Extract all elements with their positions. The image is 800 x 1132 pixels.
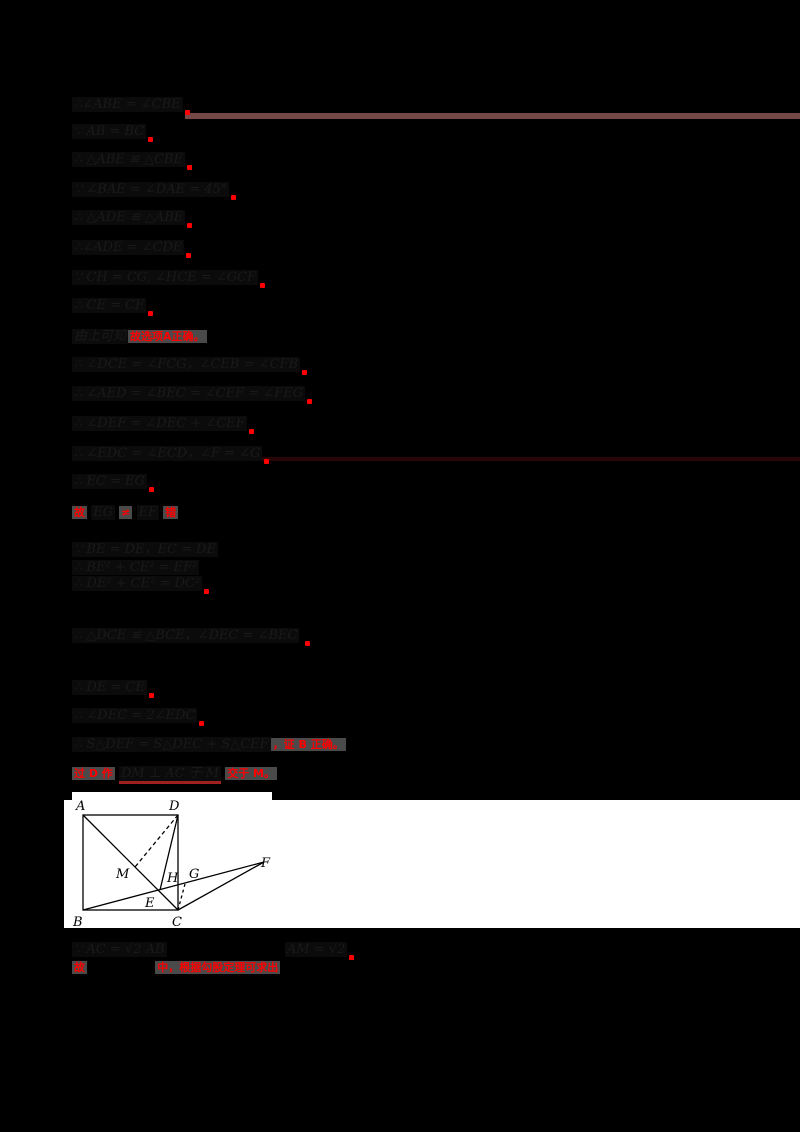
solution-line-22: ∴ S△DEF = S△DEC + S△CEF ，证 B 正确。 <box>72 737 346 752</box>
solution-line-9: 由上可知 故选项A正确。 <box>72 329 207 344</box>
solution-line-14: ∴ EC = EG <box>72 472 154 492</box>
red-marker <box>187 223 193 228</box>
solution-line-24-right: AM = √2 <box>285 940 355 960</box>
dashed-dm <box>134 814 179 868</box>
solution-line-1: ∴∠ABE = ∠CBE <box>72 95 190 115</box>
red-marker <box>349 955 355 960</box>
red-marker <box>186 253 192 258</box>
red-marker <box>307 399 313 404</box>
solution-line-18: ∴ DE² + CE² = DC² <box>72 574 210 594</box>
red-marker <box>248 429 254 434</box>
red-text: 故 <box>72 961 87 974</box>
label-d: D <box>168 799 180 814</box>
red-marker <box>264 459 270 464</box>
conclusion-red-text: ，证 B 正确。 <box>270 738 346 751</box>
solution-line-4: ∵ ∠BAE = ∠DAE = 45° <box>72 180 237 200</box>
label-f: F <box>260 856 271 871</box>
red-marker <box>148 693 154 698</box>
red-marker <box>199 721 205 726</box>
red-marker <box>186 165 192 170</box>
horizontal-rule-top <box>185 113 800 119</box>
dashed-cg <box>177 883 186 911</box>
red-marker <box>231 195 237 200</box>
red-text: ≠ <box>119 506 133 519</box>
red-text: 错 <box>163 506 179 519</box>
figure-background-top <box>72 792 272 800</box>
line-bf <box>82 861 265 911</box>
solution-line-17: ∴ BE² + CE² = EF² <box>72 560 200 575</box>
solution-line-16: ∵ BE = DE，EC = DE <box>72 542 219 557</box>
label-a: A <box>75 799 85 814</box>
solution-line-10: ∴ ∠DCE = ∠FCG，∠CEB = ∠CFB <box>72 355 308 375</box>
red-text: 中，根据勾股定理可求出 <box>155 961 281 974</box>
horizontal-rule-middle <box>210 457 800 461</box>
red-text: 过 D 作 <box>72 767 115 780</box>
diagonal-ac <box>82 814 179 911</box>
solution-line-20: ∴ DE = CE <box>72 678 154 698</box>
square-abcd <box>82 814 179 911</box>
solution-line-23: 过 D 作 DM ⊥ AC 于 M 交于 M。 <box>72 764 277 784</box>
line-cf <box>177 861 265 911</box>
solution-line-7: ∵ CH = CG, ∠HCE = ∠GCF <box>72 268 266 288</box>
red-marker <box>305 641 311 646</box>
label-c: C <box>172 915 182 930</box>
label-b: B <box>72 915 83 930</box>
solution-line-11: ∴ ∠AED = ∠BEC = ∠CEF = ∠FEG <box>72 384 313 404</box>
solution-line-19: ∴ △DCE ≌ △BCE，∠DEC = ∠BEC <box>72 626 311 646</box>
figure-background <box>64 800 800 928</box>
red-marker <box>260 283 266 288</box>
solution-line-15: 故 EG ≠ EF 错 <box>72 505 179 520</box>
solution-line-13: ∴ ∠EDC = ∠ECD，∠F = ∠G <box>72 444 270 464</box>
red-marker <box>148 487 154 492</box>
red-marker <box>302 370 308 375</box>
solution-line-5: ∴ △ADE ≌ △ABE <box>72 208 193 228</box>
solution-line-8: ∴ CE = CF <box>72 296 153 316</box>
geometry-figure: A D B C E F G H M <box>72 799 271 930</box>
label-m: M <box>115 867 130 882</box>
solution-line-6: ∴∠ADE = ∠CDE <box>72 238 192 258</box>
solution-line-21: ∴ ∠DEC = 2∠EDC <box>72 706 205 726</box>
line-de <box>159 814 179 891</box>
red-marker <box>184 110 190 115</box>
red-text: 故 <box>72 506 87 519</box>
solution-line-25: 故 中，根据勾股定理可求出 <box>72 958 281 978</box>
solution-line-2: ∵ AB = BC <box>72 122 154 142</box>
red-marker <box>147 311 153 316</box>
solution-line-3: ∴ △ABE ≌ △CBE <box>72 150 192 170</box>
solution-line-24: ∵ AC = √2 AB <box>72 942 167 957</box>
red-text: 交于 M。 <box>225 767 277 780</box>
solution-line-12: ∴ ∠DEF = ∠DEC + ∠CEF <box>72 414 254 434</box>
conclusion-red-text: 故选项A正确。 <box>128 330 207 343</box>
label-h: H <box>166 871 179 886</box>
red-marker <box>148 137 154 142</box>
label-g: G <box>189 867 199 882</box>
label-e: E <box>144 896 155 911</box>
red-marker <box>204 589 210 594</box>
